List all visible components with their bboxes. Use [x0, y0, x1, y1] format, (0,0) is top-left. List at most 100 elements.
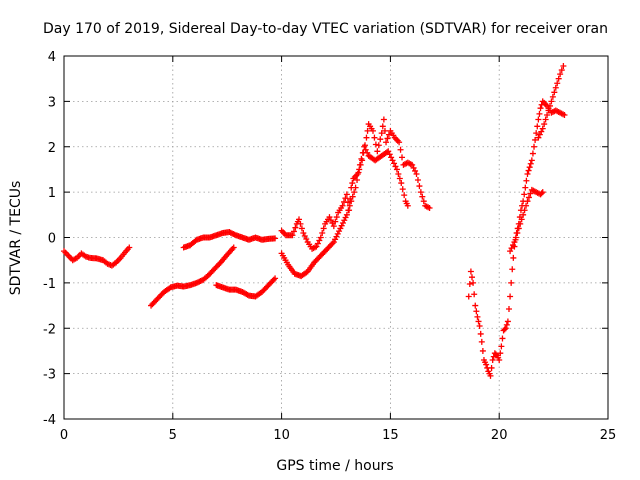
- series-seg6: [278, 143, 411, 280]
- data-point: [292, 224, 299, 231]
- data-point: [522, 184, 529, 191]
- data-point: [470, 279, 477, 286]
- data-point: [319, 229, 326, 236]
- x-tick-label: 15: [382, 428, 399, 443]
- data-point: [342, 214, 349, 221]
- data-point: [521, 207, 528, 214]
- data-point: [515, 225, 522, 232]
- y-axis-label: SDTVAR / TECUs: [8, 181, 24, 296]
- y-tick-label: 2: [48, 141, 56, 156]
- data-point: [327, 217, 334, 224]
- series-seg9: [535, 62, 567, 141]
- data-point: [535, 134, 542, 141]
- data-point: [541, 121, 548, 128]
- data-point: [364, 149, 371, 156]
- data-point: [371, 134, 378, 141]
- data-point: [337, 225, 344, 232]
- data-point: [419, 193, 426, 200]
- data-point: [385, 148, 392, 155]
- data-point: [341, 217, 348, 224]
- data-point: [317, 234, 324, 241]
- data-point: [395, 170, 402, 177]
- data-point: [396, 139, 403, 146]
- data-point: [399, 186, 406, 193]
- data-point: [527, 190, 534, 197]
- data-point: [536, 110, 543, 117]
- data-point: [473, 308, 480, 315]
- data-point: [345, 207, 352, 214]
- data-point: [504, 318, 511, 325]
- data-point: [465, 293, 472, 300]
- series-seg7: [465, 98, 568, 379]
- data-point: [560, 62, 567, 69]
- data-point: [339, 202, 346, 209]
- data-point: [467, 268, 474, 275]
- x-tick-label: 5: [169, 428, 177, 443]
- data-point: [342, 195, 349, 202]
- data-point: [301, 232, 308, 239]
- data-point: [471, 291, 478, 298]
- data-point: [351, 189, 358, 196]
- data-point: [531, 143, 538, 150]
- data-point: [336, 228, 343, 235]
- data-point: [404, 202, 411, 209]
- data-point: [346, 202, 353, 209]
- x-axis-label: GPS time / hours: [276, 458, 393, 474]
- data-point: [537, 105, 544, 112]
- data-point: [300, 229, 307, 236]
- data-point: [512, 234, 519, 241]
- x-tick-label: 20: [491, 428, 508, 443]
- data-point: [542, 116, 549, 123]
- data-point: [552, 84, 559, 91]
- data-point: [520, 211, 527, 218]
- data-point: [314, 240, 321, 247]
- data-point: [361, 143, 368, 150]
- data-point: [508, 279, 515, 286]
- data-point: [483, 361, 490, 368]
- data-point: [505, 305, 512, 312]
- y-tick-label: -1: [43, 277, 56, 292]
- data-point: [538, 128, 545, 135]
- data-point: [339, 219, 346, 226]
- data-point: [518, 216, 525, 223]
- data-point: [496, 357, 503, 364]
- data-point: [313, 243, 320, 250]
- data-point: [539, 189, 546, 196]
- data-point: [356, 161, 363, 168]
- data-point: [508, 245, 515, 252]
- data-point: [289, 232, 296, 239]
- data-point: [334, 230, 341, 237]
- data-point: [478, 338, 485, 345]
- series-seg5: [278, 116, 433, 252]
- data-point: [475, 318, 482, 325]
- data-point: [525, 167, 532, 174]
- x-tick-label: 25: [600, 428, 617, 443]
- data-point: [469, 274, 475, 281]
- data-point: [477, 330, 484, 337]
- data-point: [521, 191, 528, 198]
- data-point: [489, 357, 496, 364]
- data-point: [399, 154, 406, 161]
- data-point: [487, 372, 494, 379]
- data-point: [526, 164, 533, 171]
- data-point: [386, 151, 393, 158]
- y-tick-label: -3: [43, 368, 56, 383]
- y-tick-label: 4: [48, 50, 56, 65]
- data-point: [509, 242, 516, 249]
- data-point: [499, 335, 506, 342]
- data-point: [420, 198, 427, 205]
- data-point: [534, 123, 541, 130]
- data-point: [507, 248, 514, 255]
- data-point: [343, 191, 350, 198]
- data-point: [344, 199, 351, 206]
- data-point: [524, 170, 531, 177]
- data-point: [525, 194, 532, 201]
- series-seg4: [213, 275, 279, 300]
- data-point: [272, 235, 279, 242]
- data-point: [298, 225, 305, 232]
- data-point: [528, 157, 535, 164]
- data-point: [501, 326, 508, 333]
- data-point: [332, 236, 339, 243]
- data-point: [379, 123, 386, 130]
- data-point: [474, 313, 481, 320]
